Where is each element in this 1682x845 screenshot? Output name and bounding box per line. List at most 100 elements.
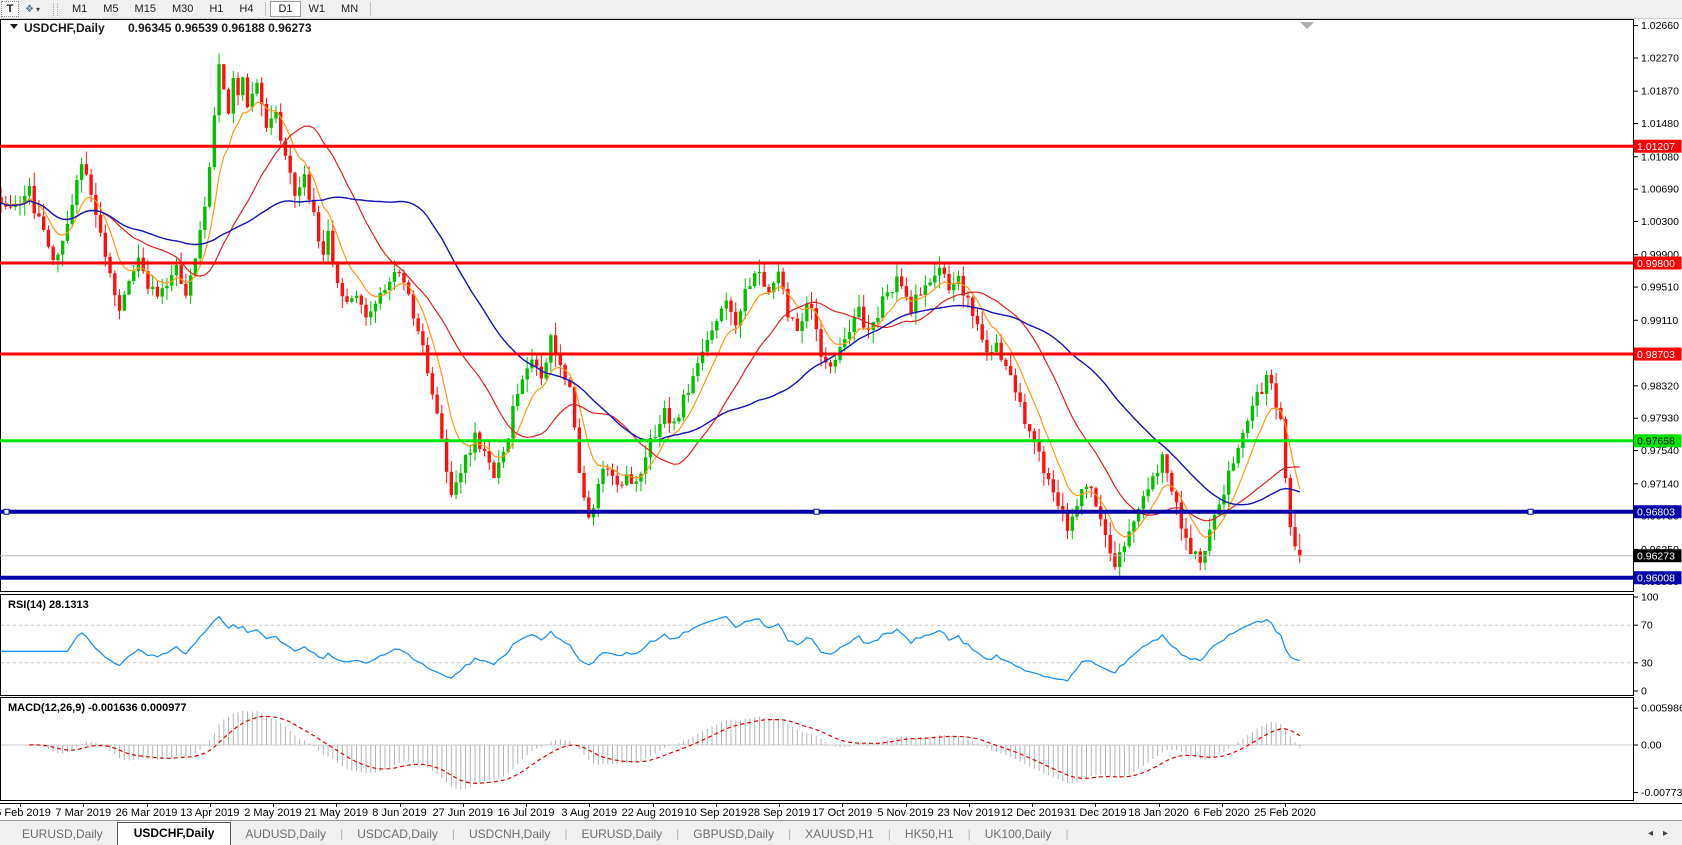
price-tick: 1.00690 — [1641, 184, 1679, 196]
macd-tick: -0.007737 — [1641, 787, 1682, 799]
timeframe-button-mn[interactable]: MN — [333, 1, 366, 17]
rsi-tick: 100 — [1641, 592, 1659, 604]
date-tick — [968, 804, 970, 807]
date-tick — [1285, 804, 1286, 807]
price-tick: 0.97540 — [1641, 445, 1679, 457]
chart-tab-usdcad-3[interactable]: USDCAD,Daily — [357, 827, 438, 841]
tab-separator: | — [1065, 827, 1069, 841]
tab-separator: | — [564, 827, 568, 841]
date-tick — [905, 804, 907, 807]
date-tick — [842, 804, 844, 807]
date-tick — [1158, 804, 1160, 807]
rsi-tick: 30 — [1641, 657, 1653, 669]
date-label: 7 Mar 2019 — [55, 807, 112, 819]
timeframe-button-m1[interactable]: M1 — [64, 1, 95, 17]
collapse-triangle-icon[interactable] — [10, 24, 18, 29]
date-tick — [273, 804, 274, 807]
chart-tab-gbpusd-6[interactable]: GBPUSD,Daily — [693, 827, 774, 841]
chart-canvas[interactable]: 1.02660 1.02270 1.01870 1.01480 1.01080 1.006… — [0, 18, 1682, 803]
chart-tab-usdcnh-4[interactable]: USDCNH,Daily — [469, 827, 551, 841]
chart-tab-usdchf-1[interactable]: USDCHF,Daily — [116, 822, 232, 845]
price-line-label: 1.01207 — [1637, 141, 1675, 153]
chart-tab-xauusd-7[interactable]: XAUUSD,H1 — [805, 827, 874, 841]
date-label: 31 Dec 2019 — [1064, 807, 1127, 819]
toolbar-grip[interactable] — [52, 2, 58, 16]
tab-separator: | — [967, 827, 971, 841]
price-tick: 1.00300 — [1641, 216, 1679, 228]
price-tick: 1.02660 — [1641, 20, 1679, 32]
date-label: 12 Dec 2019 — [1000, 807, 1064, 819]
timeframe-button-m5[interactable]: M5 — [95, 1, 126, 17]
chart-tab-eurusd-5[interactable]: EURUSD,Daily — [581, 827, 663, 841]
chart-tab-uk100-9[interactable]: UK100,Daily — [984, 827, 1052, 841]
chart-title-symbol: USDCHF,Daily — [24, 21, 105, 35]
date-tick — [715, 804, 717, 807]
macd-tick: 0.005986 — [1641, 703, 1682, 715]
price-line-label: 0.99800 — [1637, 258, 1675, 270]
price-tick: 1.01870 — [1641, 86, 1679, 98]
date-label: 26 Mar 2019 — [115, 807, 178, 819]
macd-panel — [0, 697, 1634, 801]
chart-tab-audusd-2[interactable]: AUDUSD,Daily — [245, 827, 327, 841]
date-label: 23 Nov 2019 — [937, 807, 1000, 819]
macd-plot — [1, 710, 1633, 790]
rsi-tick: 0 — [1641, 686, 1647, 698]
timeframe-button-h4[interactable]: H4 — [231, 1, 261, 17]
price-line-label: 0.98703 — [1637, 349, 1675, 361]
toolbar-separator — [265, 2, 267, 16]
price-tick: 0.99510 — [1641, 282, 1679, 294]
rsi-tick: 70 — [1641, 620, 1653, 632]
date-label: 2 May 2019 — [244, 807, 302, 819]
price-tick: 0.98320 — [1641, 380, 1679, 392]
date-label: 13 Apr 2019 — [180, 807, 240, 819]
date-label: 27 Jun 2019 — [432, 807, 494, 819]
date-label: 8 Jun 2019 — [372, 807, 427, 819]
horizontal-level-lines — [0, 144, 1633, 580]
price-axis[interactable]: 1.02660 1.02270 1.01870 1.01480 1.01080 1.006… — [1633, 20, 1682, 799]
price-tick: 1.01080 — [1641, 151, 1679, 163]
date-label: 22 Aug 2019 — [621, 807, 684, 819]
chevron-down-icon: ▾ — [35, 4, 40, 14]
tab-scroll-left-icon[interactable]: ◂ — [1647, 828, 1653, 839]
tab-separator: | — [340, 827, 344, 841]
timeframe-button-h1[interactable]: H1 — [201, 1, 231, 17]
price-line-label: 0.97658 — [1637, 436, 1675, 448]
price-tick: 0.97140 — [1641, 478, 1679, 490]
date-tick — [83, 804, 85, 807]
tab-scroll-right-icon[interactable]: ▸ — [1662, 828, 1668, 839]
timeframe-toolbar: M1 M5 M15 M30 H1 H4 D1 W1 MN — [64, 0, 375, 18]
timeframe-button-w1[interactable]: W1 — [301, 1, 334, 17]
chart-tab-eurusd-0[interactable]: EURUSD,Daily — [22, 827, 103, 841]
timeframe-button-m15[interactable]: M15 — [127, 1, 164, 17]
price-line-label: 0.96273 — [1637, 551, 1675, 563]
toolbar-separator — [370, 2, 372, 16]
date-tick — [399, 804, 401, 807]
date-tick — [20, 804, 21, 807]
chart-tab-hk50-8[interactable]: HK50,H1 — [904, 827, 954, 841]
date-tick — [779, 804, 780, 807]
date-label: 18 Jan 2020 — [1128, 807, 1189, 819]
date-label: 25 Feb 2020 — [1254, 807, 1316, 819]
price-tick: 1.01480 — [1641, 118, 1679, 130]
date-tick — [526, 804, 527, 807]
date-tick — [652, 804, 654, 807]
timeframe-button-d1[interactable]: D1 — [270, 1, 301, 17]
text-tool-button[interactable]: T — [1, 1, 19, 17]
date-label: 6 Feb 2020 — [1193, 807, 1250, 819]
date-tick — [336, 804, 338, 807]
rsi-plot — [1, 615, 1633, 682]
date-label: 17 Oct 2019 — [812, 807, 873, 819]
objects-dropdown-button[interactable]: ❖ ▾ — [21, 1, 44, 17]
timeframe-button-m30[interactable]: M30 — [164, 1, 201, 17]
date-label: 10 Sep 2019 — [684, 807, 747, 819]
date-tick — [209, 804, 211, 807]
chart-title-ohlc: 0.96345 0.96539 0.96188 0.96273 — [128, 21, 312, 35]
rsi-panel — [0, 594, 1634, 696]
date-tick — [1221, 804, 1223, 807]
chart-tab-bar: EURUSD,Daily USDCHF,Daily AUDUSD,Daily | USD… — [0, 820, 1682, 845]
diamond-cluster-icon: ❖ — [25, 3, 34, 15]
chart-shift-marker-icon[interactable] — [1300, 22, 1314, 29]
price-tick: 1.02270 — [1641, 52, 1679, 64]
